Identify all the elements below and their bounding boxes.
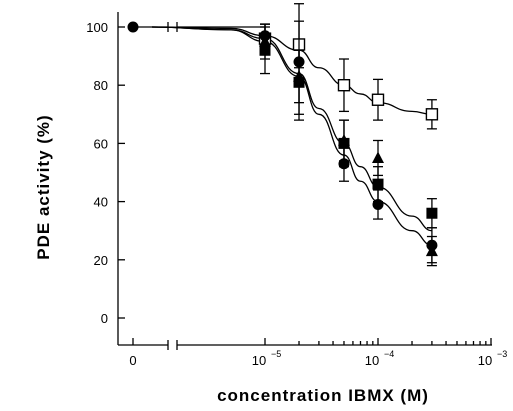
y-tick-label: 40	[94, 195, 108, 210]
axes	[117, 12, 492, 350]
y-tick-label: 80	[94, 78, 108, 93]
point-filled-circle	[259, 30, 271, 42]
point-open-square	[371, 93, 385, 106]
point-filled-circle	[338, 158, 350, 170]
point-filled-square	[372, 178, 384, 190]
y-axis-label: PDE activity (%)	[34, 114, 53, 259]
fit-curve-open-square	[151, 26, 432, 115]
x-tick-exponent: −3	[497, 349, 507, 359]
fit-curves	[151, 26, 433, 246]
data-points	[127, 3, 439, 267]
x-tick-label: 0	[129, 353, 136, 368]
x-axis-break	[167, 340, 178, 350]
point-filled-square	[426, 207, 438, 219]
x-ticks: 0 10 −5 10 −4 10 −3	[129, 338, 507, 368]
x-tick-label: 10	[365, 353, 379, 368]
point-filled-circle	[372, 199, 384, 211]
point-open-square	[337, 78, 351, 92]
x-tick-exponent: −5	[271, 349, 281, 359]
y-tick-label: 60	[94, 136, 108, 151]
x-tick-exponent: −4	[384, 349, 394, 359]
x-axis-label: concentration IBMX (M)	[217, 386, 429, 405]
y-tick-label: 100	[86, 20, 108, 35]
point-open-square	[425, 108, 439, 121]
point-filled-square	[259, 44, 271, 56]
point-filled-square	[338, 137, 350, 149]
point-filled-triangle	[372, 151, 384, 163]
fit-curve-filled-circle	[151, 26, 433, 246]
point-filled-circle	[293, 56, 305, 68]
x-tick-label: 10	[478, 353, 492, 368]
point-filled-circle	[127, 21, 139, 33]
y-ticks: 0 20 40 60 80 100	[86, 20, 125, 326]
y-tick-label: 0	[101, 311, 108, 326]
x-tick-label: 10	[252, 353, 266, 368]
fit-curve-filled-square	[151, 26, 433, 232]
point-filled-circle	[426, 239, 438, 251]
y-tick-label: 20	[94, 253, 108, 268]
